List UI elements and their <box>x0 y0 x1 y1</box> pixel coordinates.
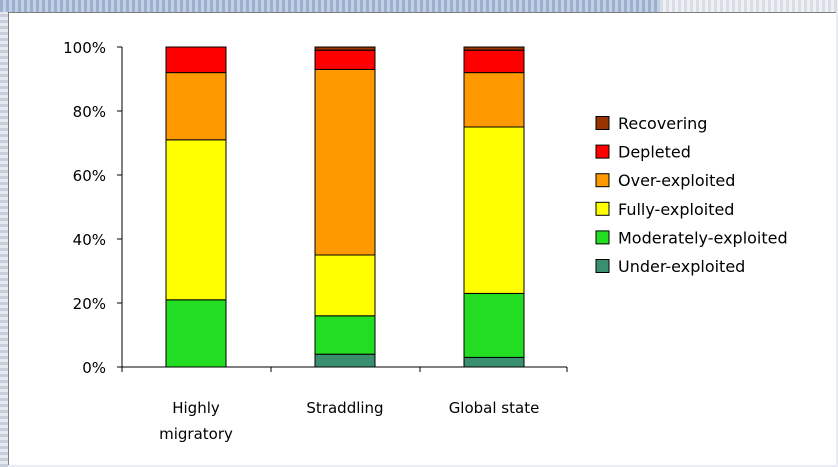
bar-segment-over-exploited <box>463 72 525 128</box>
bar-segment-depleted <box>165 46 227 74</box>
bar-segment-fully-exploited <box>165 139 227 301</box>
bar-segment-depleted <box>314 49 376 70</box>
bar-segment-moderately-exploited <box>314 315 376 355</box>
chart-area <box>8 12 836 465</box>
x-category-label: Straddling <box>306 399 383 417</box>
y-ticks: 0% 20% 40% 60% 80% 100% <box>63 39 568 377</box>
legend-label: Moderately-exploited <box>618 228 788 247</box>
y-tick-label: 100% <box>63 39 106 57</box>
bar-segment-depleted <box>463 49 525 74</box>
bar-segment-under-exploited <box>463 356 525 368</box>
legend-swatch <box>595 116 610 130</box>
bar-segment-recovering <box>463 46 525 51</box>
window-left-strip <box>0 12 8 467</box>
bar-segment-fully-exploited <box>463 126 525 294</box>
bar-segment-over-exploited <box>314 68 376 256</box>
x-category-label: migratory <box>159 425 233 443</box>
legend-label: Under-exploited <box>618 257 745 276</box>
bar-segment-moderately-exploited <box>463 292 525 358</box>
legend: Recovering Depleted Over-exploited Fully-ex… <box>595 114 788 276</box>
legend-label: Recovering <box>618 114 707 133</box>
y-tick-label: 40% <box>73 231 106 249</box>
legend-swatch <box>595 230 610 245</box>
bar-segment-fully-exploited <box>314 254 376 317</box>
bar-segment-recovering <box>314 46 376 51</box>
y-tick-label: 20% <box>73 295 106 313</box>
window-top-strip <box>0 0 838 12</box>
y-tick-label: 60% <box>73 167 106 185</box>
legend-label: Fully-exploited <box>618 200 734 219</box>
legend-swatch <box>595 201 610 216</box>
y-tick-label: 0% <box>82 359 106 377</box>
x-categories: Highly migratory Straddling Global state <box>159 399 539 443</box>
axis-layer <box>121 47 567 368</box>
bar-segment-over-exploited <box>165 72 227 141</box>
y-tick-label: 80% <box>73 103 106 121</box>
legend-swatch <box>595 144 610 159</box>
x-category-label: Global state <box>449 399 540 417</box>
legend-swatch <box>595 173 610 188</box>
bars-layer <box>165 46 525 368</box>
window-top-strip-right <box>660 0 838 12</box>
legend-swatch <box>595 259 610 273</box>
x-category-label: Highly <box>172 399 220 417</box>
bar-segment-under-exploited <box>314 353 376 368</box>
bar-segment-moderately-exploited <box>165 299 227 368</box>
legend-label: Over-exploited <box>618 171 735 190</box>
legend-label: Depleted <box>618 143 691 162</box>
